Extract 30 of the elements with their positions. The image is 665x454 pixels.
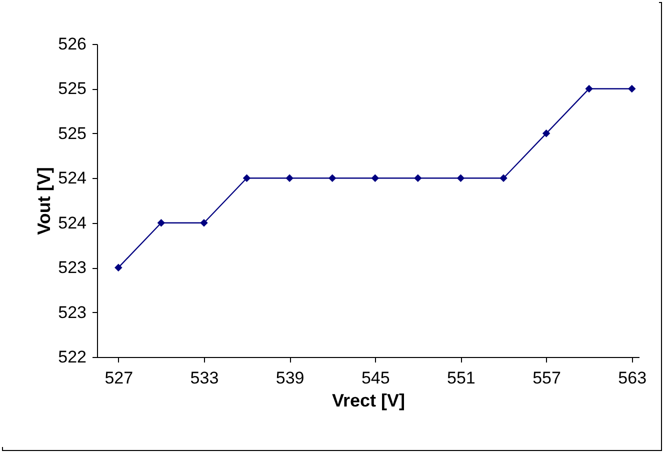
- point: [157, 218, 166, 227]
- x-tick-label: 545: [361, 368, 390, 388]
- y-tick-label: 525: [58, 79, 86, 98]
- x-tick-label: 563: [618, 368, 647, 388]
- y-tick-label: 524: [58, 168, 86, 188]
- y-tick-label: 525: [58, 124, 86, 143]
- y-tick-label: 526: [58, 34, 86, 54]
- x-tick-label: 527: [104, 368, 134, 388]
- point: [414, 174, 422, 182]
- point: [286, 174, 294, 182]
- x-tick-label: 551: [447, 368, 476, 388]
- x-axis-title: Vrect [V]: [332, 390, 406, 410]
- x-tick-label: 533: [190, 368, 219, 388]
- x-tick-label: 557: [532, 368, 561, 388]
- point: [542, 130, 550, 138]
- y-axis-title: Vout [V]: [34, 167, 54, 235]
- y-tick-label: 523: [58, 302, 86, 322]
- y-tick-label: 524: [58, 213, 86, 232]
- point: [628, 84, 636, 93]
- point: [585, 84, 593, 93]
- point: [500, 174, 508, 182]
- y-tick-label: 523: [58, 258, 86, 278]
- point: [114, 264, 122, 272]
- point: [242, 174, 251, 182]
- point: [371, 174, 380, 182]
- y-tick-label: 522: [58, 348, 86, 366]
- point: [328, 174, 336, 182]
- point: [200, 218, 208, 227]
- x-tick-label: 539: [276, 368, 304, 388]
- point: [456, 174, 465, 182]
